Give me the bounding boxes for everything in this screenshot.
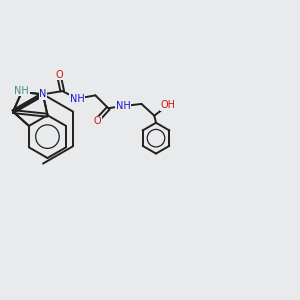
Text: N: N (39, 89, 47, 99)
Text: O: O (55, 70, 63, 80)
Text: NH: NH (14, 85, 29, 96)
Text: O: O (94, 116, 101, 127)
Text: NH: NH (70, 94, 85, 103)
Text: NH: NH (116, 101, 130, 111)
Text: OH: OH (161, 100, 176, 110)
